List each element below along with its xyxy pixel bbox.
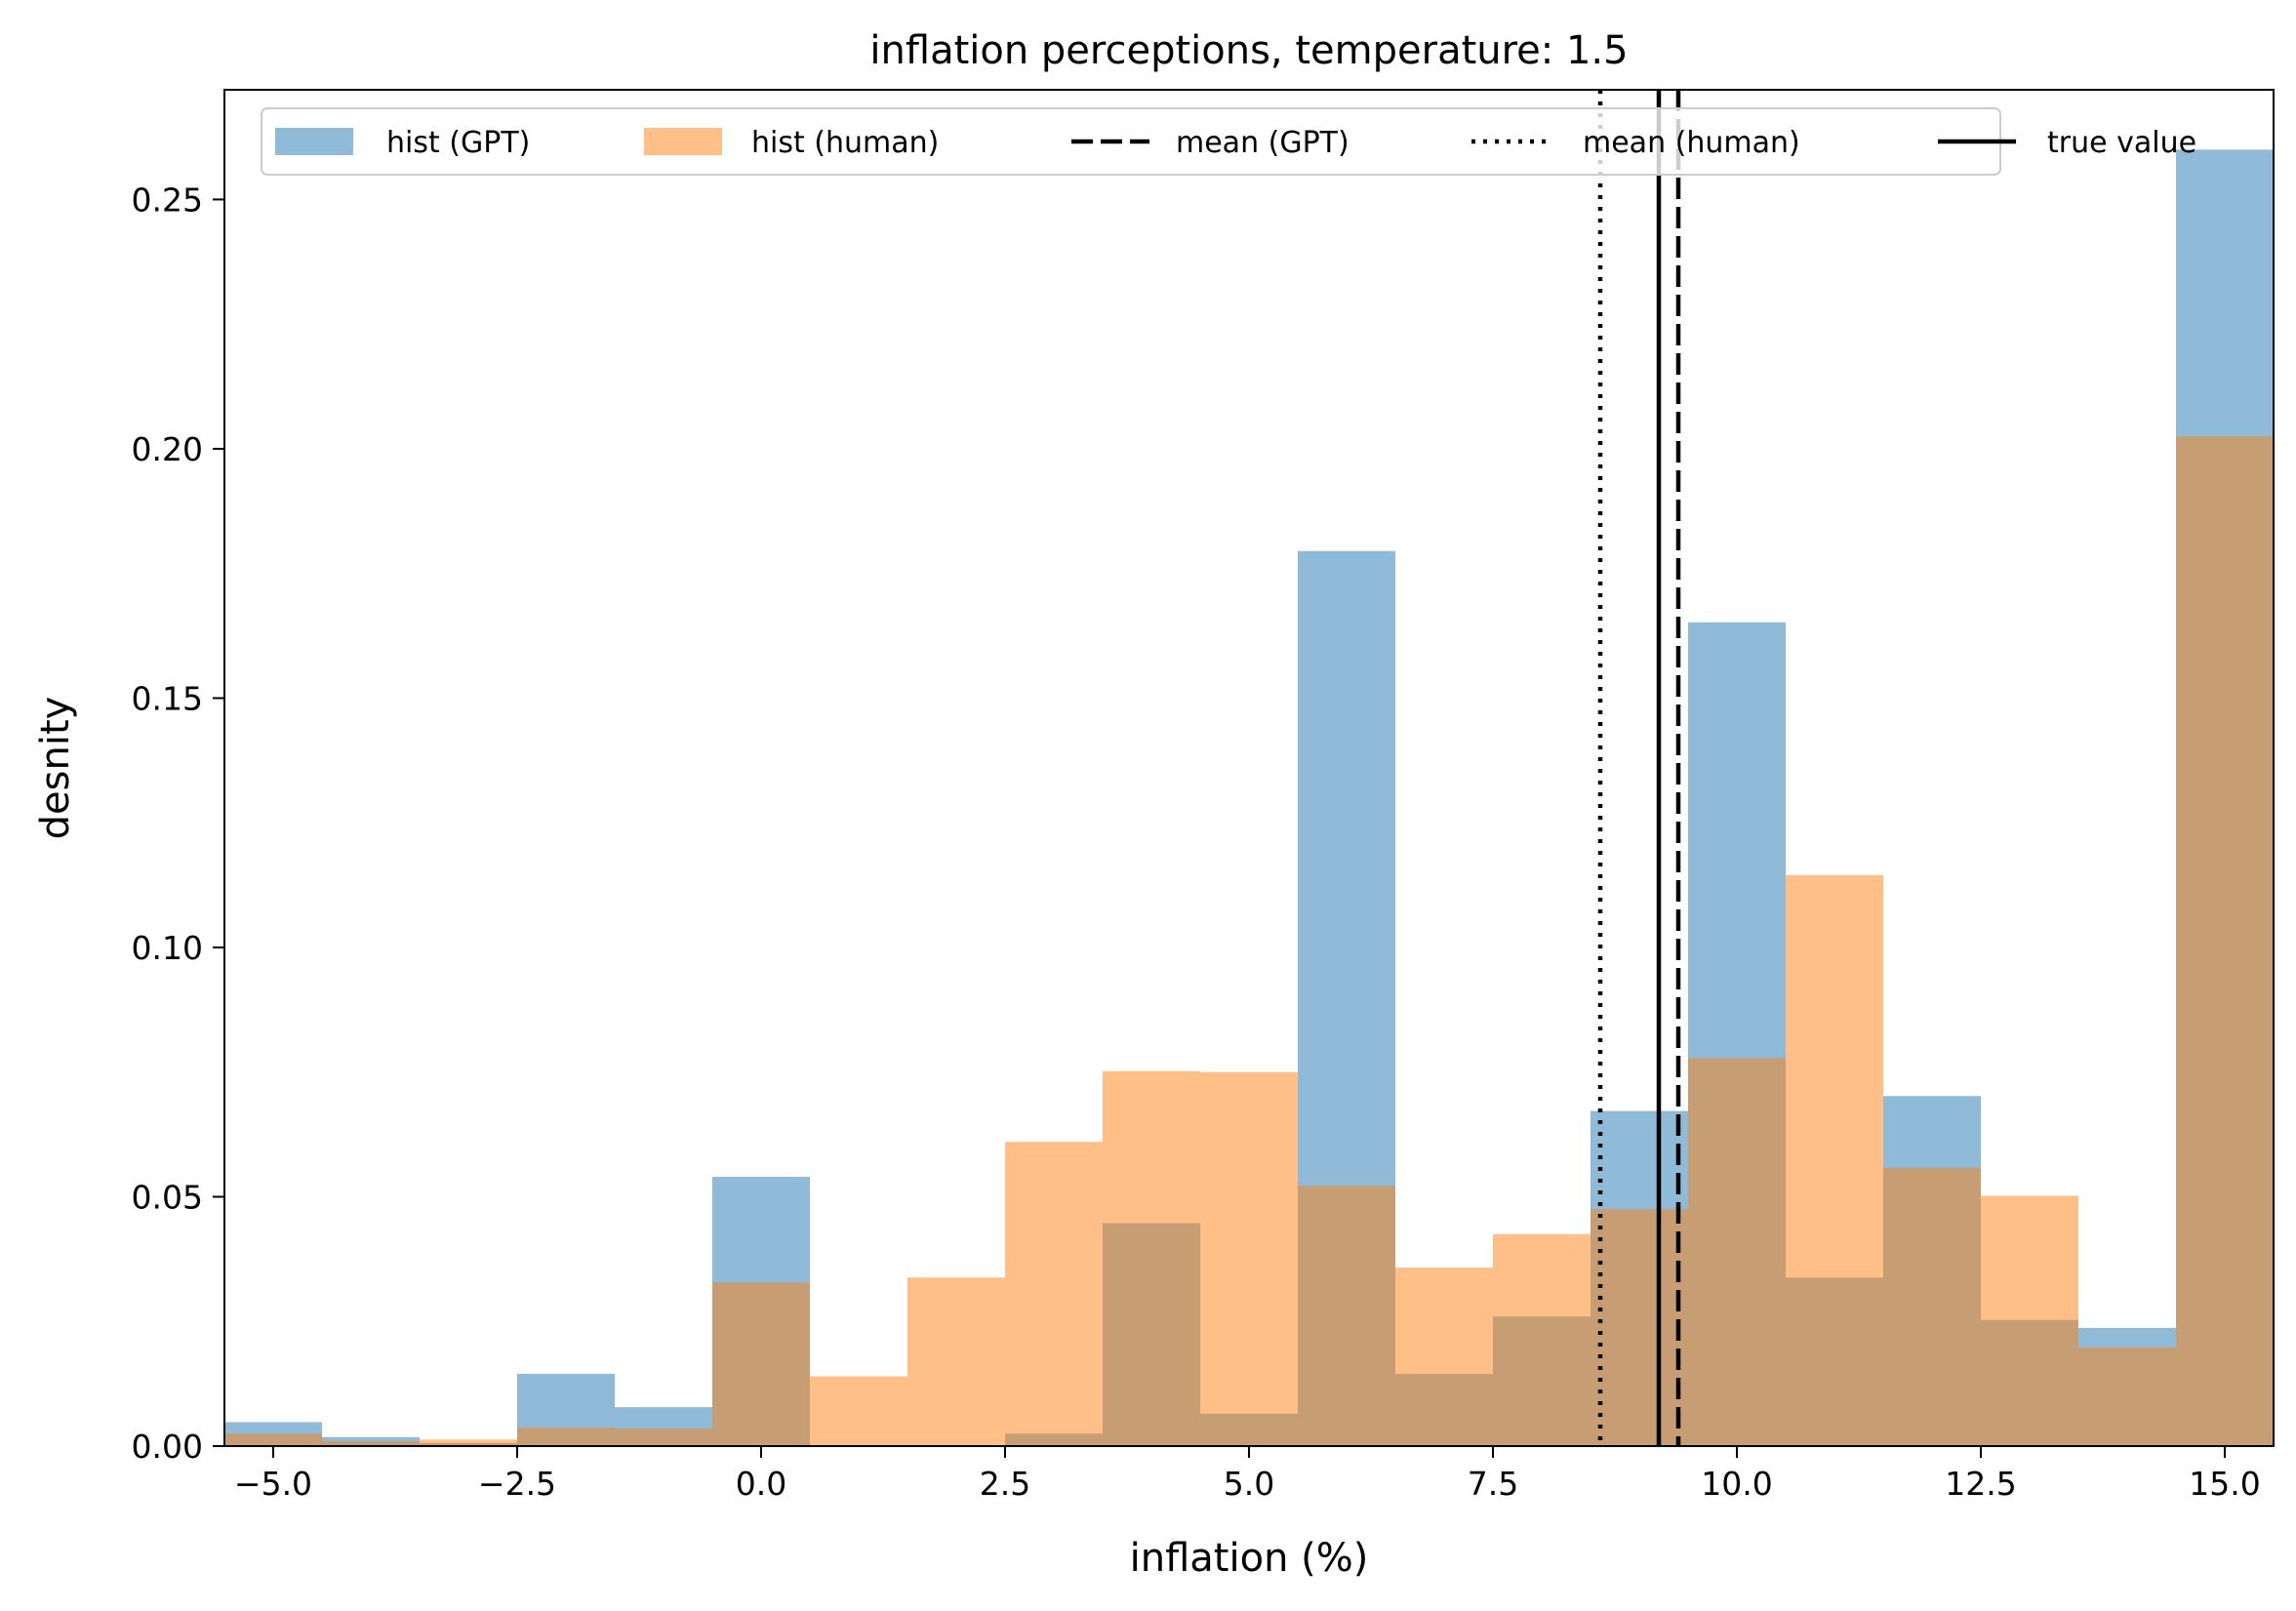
legend-swatch [275,128,353,155]
x-tick-label: 10.0 [1701,1465,1772,1503]
human-bar-5 [712,1282,810,1446]
legend-label: hist (human) [751,126,939,160]
y-axis-title: desnity [33,697,78,840]
chart-title: inflation perceptions, temperature: 1.5 [869,28,1628,73]
x-tick-label: 0.0 [736,1465,786,1503]
human-bar-2 [420,1439,517,1446]
legend-label: mean (human) [1583,126,1800,160]
x-tick-label: 2.5 [980,1465,1030,1503]
y-tick-label: 0.00 [132,1428,203,1466]
axes: −5.0 −2.5 0.0 2.5 5.0 7.5 10.0 12.5 15.0 0.00 0.05… [132,89,2275,1503]
y-tick-label: 0.20 [132,430,203,468]
y-tick-label: 0.25 [132,181,203,219]
legend-swatch [644,128,722,155]
human-bar-20 [2176,436,2274,1446]
human-bar-14 [1591,1209,1688,1446]
y-tick-label: 0.10 [132,929,203,967]
human-bar-18 [1981,1195,2078,1446]
human-bar-15 [1688,1058,1786,1446]
legend: hist (GPT) hist (human) mean (GPT) mean (hu… [261,107,2196,176]
y-tick-label: 0.15 [132,679,203,717]
legend-label: true value [2047,126,2196,160]
legend-label: hist (GPT) [386,126,530,160]
legend-label: mean (GPT) [1176,126,1349,160]
human-bar-13 [1493,1233,1591,1446]
human-bar-4 [615,1429,712,1446]
human-bar-0 [224,1433,322,1446]
human-bar-3 [517,1428,615,1446]
human-bar-7 [907,1277,1005,1446]
x-tick-label: 5.0 [1224,1465,1274,1503]
human-bar-12 [1395,1268,1493,1446]
x-tick-label: −5.0 [234,1465,312,1503]
human-bar-9 [1103,1070,1200,1446]
human-bar-17 [1883,1167,1981,1446]
human-bar-1 [322,1440,420,1446]
human-bar-19 [2078,1347,2176,1446]
x-tick-label: −2.5 [478,1465,556,1503]
series-human-bars [224,436,2274,1446]
human-bar-11 [1298,1186,1395,1446]
x-tick-label: 12.5 [1945,1465,2016,1503]
x-axis-title: inflation (%) [1130,1536,1369,1581]
human-bar-8 [1005,1142,1103,1446]
human-bar-16 [1786,874,1883,1446]
human-bar-10 [1200,1071,1298,1446]
human-bar-6 [810,1376,907,1446]
x-tick-label: 7.5 [1468,1465,1518,1503]
x-tick-label: 15.0 [2189,1465,2260,1503]
reference-lines [1597,90,1681,1446]
y-tick-label: 0.05 [132,1178,203,1216]
